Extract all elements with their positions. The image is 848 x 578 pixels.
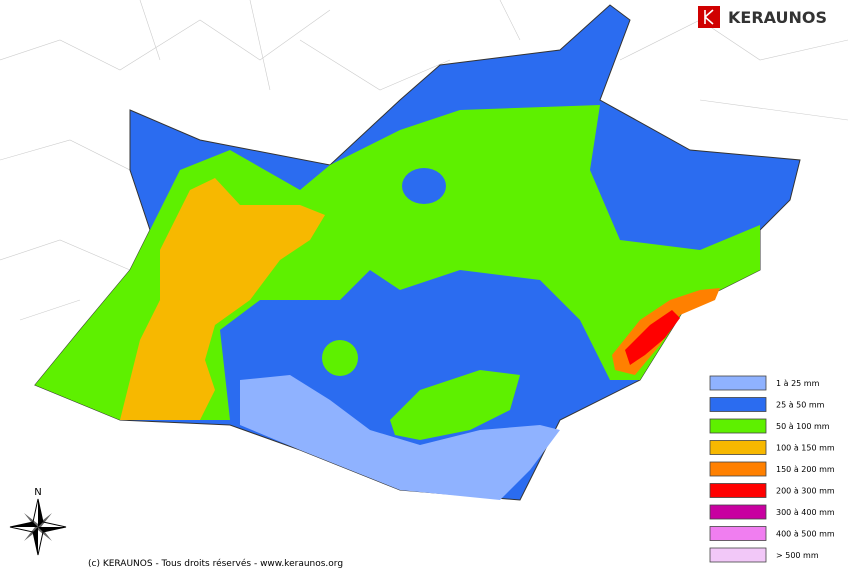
legend-swatch <box>709 483 767 498</box>
zone-1-25 <box>240 375 560 500</box>
legend-label: 200 à 300 mm <box>776 487 835 496</box>
legend-label: 1 à 25 mm <box>776 379 820 388</box>
legend-label: 100 à 150 mm <box>776 444 835 453</box>
zone-50-100 <box>322 340 358 376</box>
zone-100-150 <box>120 178 325 420</box>
legend-label: 25 à 50 mm <box>776 401 825 410</box>
legend-swatch <box>709 547 767 563</box>
logo-mark <box>704 9 714 25</box>
copyright: (c) KERAUNOS - Tous droits réservés - ww… <box>88 558 343 569</box>
legend-swatch <box>709 504 767 520</box>
legend: 1 à 25 mm 25 à 50 mm 50 à 100 mm 100 à 150 … <box>700 368 842 570</box>
logo-text: KERAUNOS <box>728 8 827 27</box>
legend-label: 50 à 100 mm <box>776 422 830 431</box>
compass-label: N <box>34 487 41 498</box>
zone-25-50 <box>402 168 446 204</box>
legend-swatch <box>709 375 767 391</box>
legend-label: > 500 mm <box>776 551 819 560</box>
legend-label: 150 à 200 mm <box>776 465 835 474</box>
legend-swatch <box>709 461 767 477</box>
legend-label: 400 à 500 mm <box>776 530 835 539</box>
commune-borders <box>0 0 848 321</box>
legend-label: 300 à 400 mm <box>776 508 835 517</box>
zone-200-300 <box>625 310 680 365</box>
zone-50-100 <box>390 370 520 440</box>
legend-swatch <box>709 397 767 412</box>
legend-swatch <box>709 418 767 434</box>
legend-swatch <box>709 526 767 541</box>
legend-swatch <box>709 440 767 455</box>
compass-rose <box>9 498 67 556</box>
logo-icon <box>698 6 720 28</box>
